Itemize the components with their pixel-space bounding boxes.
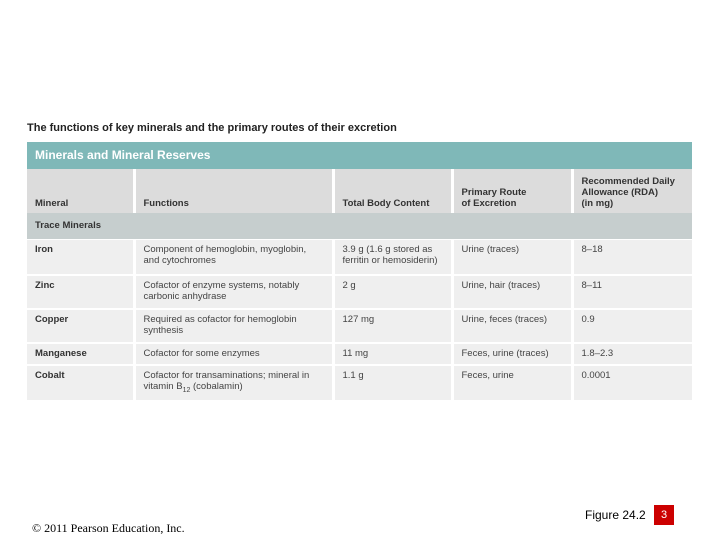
table-row: Iron Component of hemoglobin, myoglobin,…	[27, 239, 692, 276]
cell-functions-line2: vitamin B12 (cobalamin)	[144, 381, 324, 396]
cell-rda: 0.9	[572, 309, 692, 344]
cell-functions: Cofactor for transaminations; mineral in…	[134, 365, 335, 402]
figure-title: The functions of key minerals and the pr…	[27, 122, 397, 134]
header-total-body-content: Total Body Content	[333, 169, 454, 213]
cobalamin-text: (cobalamin)	[190, 381, 243, 392]
cell-functions: Required as cofactor for hemoglobin synt…	[134, 309, 335, 344]
section-trace-minerals: Trace Minerals	[27, 213, 692, 240]
cell-mineral: Manganese	[27, 343, 136, 366]
figure-label: Figure 24.2	[585, 508, 646, 522]
cell-excretion: Feces, urine (traces)	[452, 343, 574, 366]
table-banner: Minerals and Mineral Reserves	[27, 142, 692, 169]
cell-excretion: Urine (traces)	[452, 239, 574, 276]
header-excretion: Primary Route of Excretion	[452, 169, 574, 213]
cell-rda: 8–18	[572, 239, 692, 276]
cell-content: 11 mg	[333, 343, 454, 366]
table-row: Zinc Cofactor of enzyme systems, notably…	[27, 275, 692, 310]
minerals-grid: Mineral Functions Total Body Content Pri…	[27, 169, 692, 402]
cell-mineral: Zinc	[27, 275, 136, 310]
cell-content: 3.9 g (1.6 g stored as ferritin or hemos…	[333, 239, 454, 276]
header-excretion-line2: of Excretion	[461, 198, 517, 209]
copyright-notice: © 2011 Pearson Education, Inc.	[32, 521, 185, 535]
table-row: Cobalt Cofactor for transaminations; min…	[27, 365, 692, 402]
cell-functions: Component of hemoglobin, myoglobin, and …	[134, 239, 335, 276]
cell-functions: Cofactor for some enzymes	[134, 343, 335, 366]
header-rda-line3: (in mg)	[581, 198, 614, 209]
cell-mineral: Copper	[27, 309, 136, 344]
cell-mineral: Iron	[27, 239, 136, 276]
cell-content: 2 g	[333, 275, 454, 310]
cell-content: 1.1 g	[333, 365, 454, 402]
header-rda-line1: Recommended Daily	[581, 176, 675, 187]
cell-excretion: Feces, urine	[452, 365, 574, 402]
header-excretion-line1: Primary Route	[461, 187, 527, 198]
page-number-badge: 3	[654, 505, 674, 525]
header-rda-line2: Allowance (RDA)	[581, 187, 659, 198]
vitamin-text: vitamin B	[143, 381, 183, 392]
minerals-table: Minerals and Mineral Reserves Mineral Fu…	[27, 142, 692, 402]
vitamin-subscript: 12	[182, 386, 191, 394]
cell-rda: 1.8–2.3	[572, 343, 692, 366]
table-header-row: Mineral Functions Total Body Content Pri…	[27, 169, 692, 213]
table-row: Copper Required as cofactor for hemoglob…	[27, 309, 692, 344]
cell-content: 127 mg	[333, 309, 454, 344]
cell-rda: 0.0001	[572, 365, 692, 402]
section-row: Trace Minerals	[27, 213, 692, 240]
cell-excretion: Urine, hair (traces)	[452, 275, 574, 310]
table-row: Manganese Cofactor for some enzymes 11 m…	[27, 343, 692, 366]
header-mineral: Mineral	[27, 169, 136, 213]
header-rda: Recommended Daily Allowance (RDA) (in mg…	[572, 169, 692, 213]
cell-excretion: Urine, feces (traces)	[452, 309, 574, 344]
cell-functions-line1: Cofactor for transaminations; mineral in	[143, 370, 310, 381]
cell-functions: Cofactor of enzyme systems, notably carb…	[134, 275, 335, 310]
cell-mineral: Cobalt	[27, 365, 136, 402]
cell-rda: 8–11	[572, 275, 692, 310]
header-functions: Functions	[134, 169, 335, 213]
